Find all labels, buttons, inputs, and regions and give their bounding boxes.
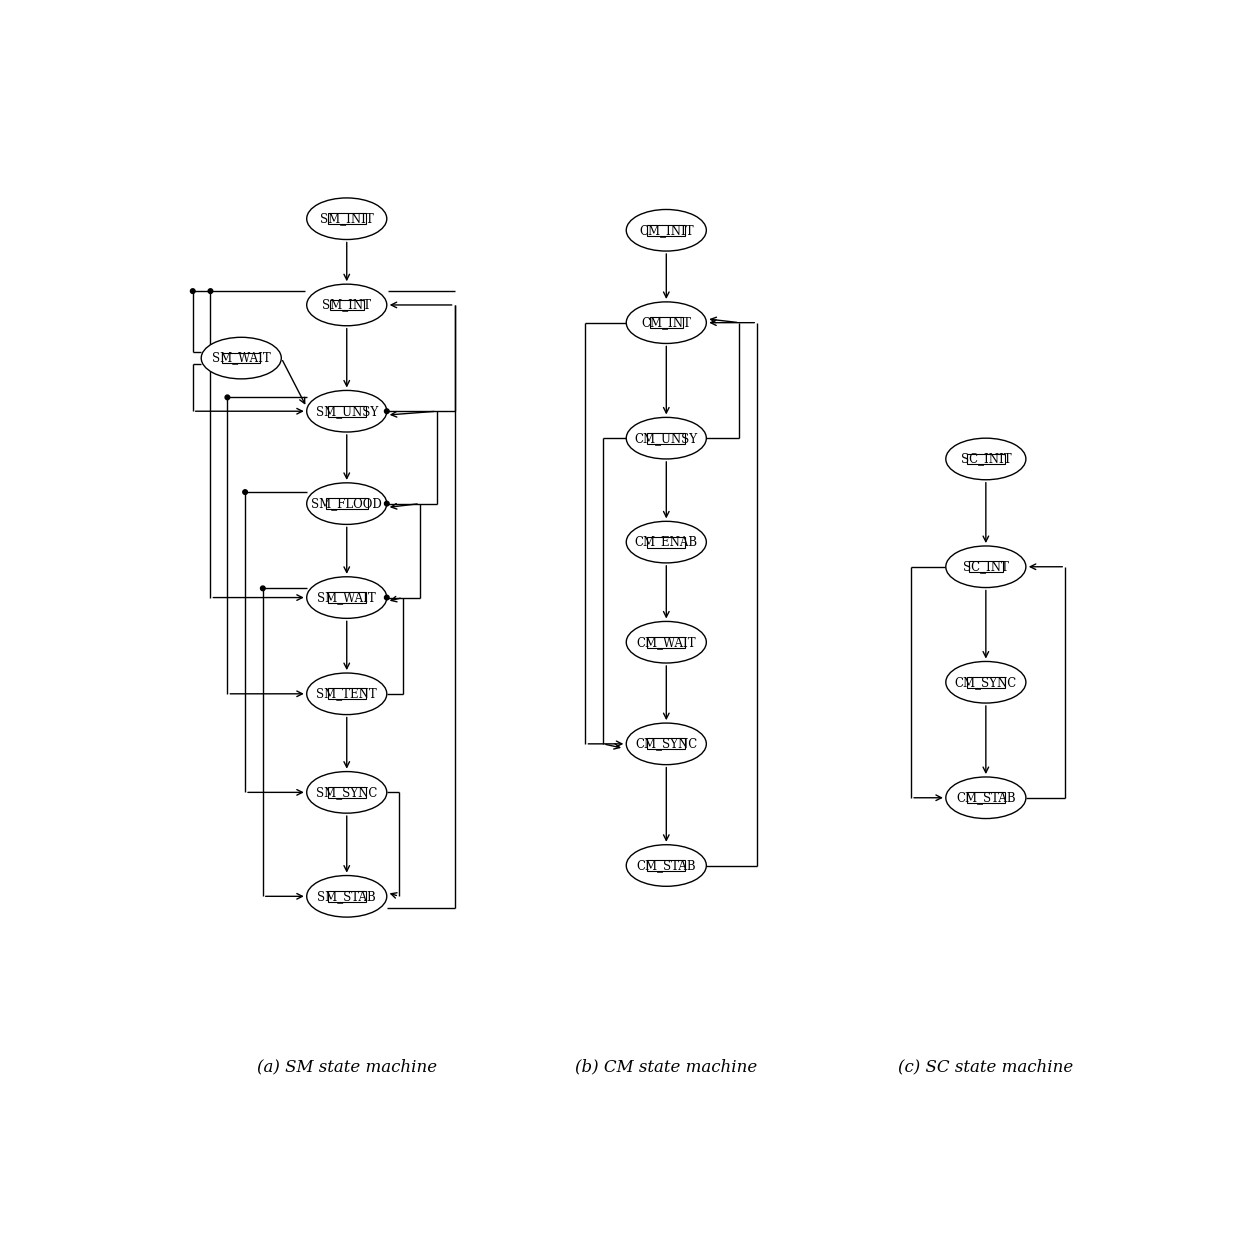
FancyBboxPatch shape [967, 677, 1004, 688]
FancyBboxPatch shape [327, 593, 366, 603]
FancyBboxPatch shape [647, 738, 686, 750]
Text: CM_STAB: CM_STAB [636, 859, 696, 872]
FancyBboxPatch shape [330, 299, 363, 311]
Circle shape [243, 489, 248, 494]
Text: SM_SYNC: SM_SYNC [316, 786, 377, 799]
Text: SM_FLOOD: SM_FLOOD [311, 497, 382, 511]
Text: CM_INT: CM_INT [641, 316, 691, 330]
Ellipse shape [946, 777, 1025, 819]
Text: CM_SYNC: CM_SYNC [635, 737, 697, 750]
Ellipse shape [946, 438, 1025, 479]
Text: CM_STAB: CM_STAB [956, 791, 1016, 804]
Text: SM_INIT: SM_INIT [320, 213, 373, 225]
FancyBboxPatch shape [647, 537, 686, 547]
Ellipse shape [306, 876, 387, 917]
Text: SM_UNSY: SM_UNSY [316, 405, 378, 418]
Text: SC_INT: SC_INT [963, 560, 1009, 574]
Text: CM_SYNC: CM_SYNC [955, 676, 1017, 689]
Ellipse shape [626, 521, 707, 562]
FancyBboxPatch shape [647, 433, 686, 444]
Circle shape [384, 501, 389, 506]
Ellipse shape [306, 284, 387, 326]
FancyBboxPatch shape [327, 688, 366, 699]
Circle shape [208, 289, 213, 293]
Text: SM_TENT: SM_TENT [316, 687, 377, 701]
Circle shape [260, 586, 265, 590]
FancyBboxPatch shape [967, 793, 1004, 803]
Ellipse shape [626, 621, 707, 663]
FancyBboxPatch shape [647, 225, 686, 235]
Ellipse shape [306, 483, 387, 525]
Text: SM_WAIT: SM_WAIT [212, 351, 270, 365]
Text: SM_STAB: SM_STAB [317, 889, 376, 903]
Text: (a) SM state machine: (a) SM state machine [257, 1059, 436, 1076]
Ellipse shape [306, 576, 387, 619]
Text: (b) CM state machine: (b) CM state machine [575, 1059, 758, 1076]
Text: CM_WAIT: CM_WAIT [636, 635, 696, 649]
FancyBboxPatch shape [326, 498, 368, 509]
FancyBboxPatch shape [647, 637, 686, 648]
FancyBboxPatch shape [647, 860, 686, 871]
FancyBboxPatch shape [967, 454, 1004, 464]
Ellipse shape [946, 662, 1025, 703]
Ellipse shape [626, 418, 707, 459]
Ellipse shape [306, 390, 387, 431]
FancyBboxPatch shape [327, 214, 366, 224]
Ellipse shape [626, 210, 707, 252]
Text: SM_INT: SM_INT [322, 298, 371, 312]
Ellipse shape [201, 337, 281, 379]
Text: SC_INIT: SC_INIT [961, 453, 1011, 465]
Ellipse shape [626, 723, 707, 765]
FancyBboxPatch shape [327, 788, 366, 798]
Circle shape [384, 595, 389, 600]
Circle shape [226, 395, 229, 400]
Text: CM_UNSY: CM_UNSY [635, 431, 698, 444]
Ellipse shape [946, 546, 1025, 587]
Circle shape [191, 289, 195, 293]
Circle shape [384, 409, 389, 414]
Ellipse shape [626, 844, 707, 887]
FancyBboxPatch shape [327, 406, 366, 416]
Text: SM_WAIT: SM_WAIT [317, 591, 376, 604]
Text: CM_INIT: CM_INIT [639, 224, 693, 237]
FancyBboxPatch shape [650, 317, 683, 328]
Ellipse shape [306, 673, 387, 715]
FancyBboxPatch shape [970, 561, 1003, 572]
Ellipse shape [306, 198, 387, 239]
Text: CM_ENAB: CM_ENAB [635, 536, 698, 548]
FancyBboxPatch shape [327, 891, 366, 902]
FancyBboxPatch shape [222, 352, 260, 364]
Text: (c) SC state machine: (c) SC state machine [898, 1059, 1074, 1076]
Ellipse shape [306, 771, 387, 813]
Ellipse shape [626, 302, 707, 343]
